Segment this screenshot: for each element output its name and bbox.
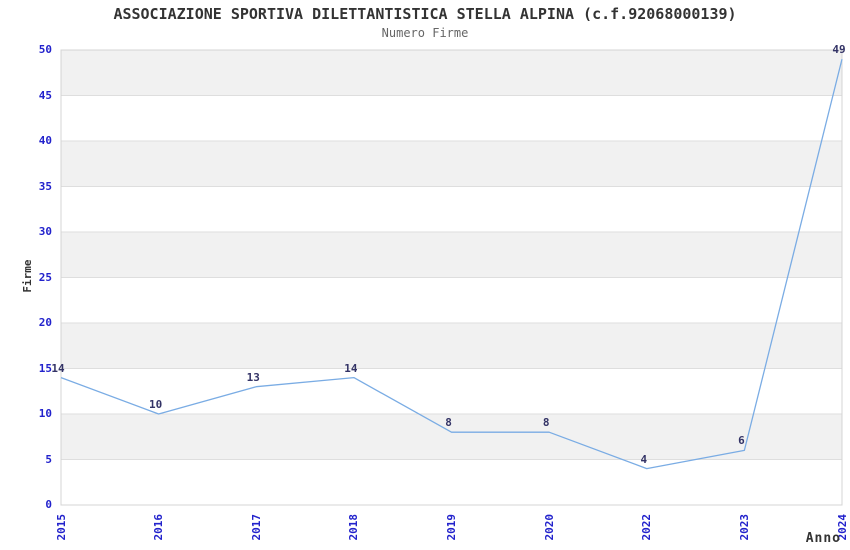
- y-tick-label: 15: [38, 361, 52, 375]
- data-line: [60, 58, 843, 470]
- x-tick-label: 2023: [737, 514, 751, 541]
- data-point-label: 10: [149, 398, 163, 411]
- x-tick-label: 2019: [445, 514, 458, 541]
- x-tick-label: 2015: [54, 514, 68, 541]
- grid-band: [61, 50, 842, 96]
- x-tick-label: 2017: [249, 514, 263, 541]
- y-tick-label: 5: [45, 452, 52, 466]
- y-tick-label: 20: [38, 316, 52, 329]
- y-tick-label: 0: [45, 498, 52, 511]
- y-tick-label: 50: [38, 43, 52, 56]
- y-tick-label: 30: [38, 225, 52, 238]
- x-tick-label: 2018: [347, 514, 361, 541]
- x-tick-label: 2016: [152, 514, 166, 541]
- data-point-label: 13: [246, 370, 260, 384]
- y-tick-label: 40: [38, 134, 52, 147]
- grid-band: [61, 232, 842, 278]
- y-tick-label: 25: [38, 270, 52, 284]
- grid-band: [61, 141, 842, 187]
- chart-title: ASSOCIAZIONE SPORTIVA DILETTANTISTICA ST…: [113, 5, 737, 23]
- data-point-label: 4: [640, 452, 648, 466]
- y-tick-label: 35: [38, 179, 52, 193]
- x-tick-label: 2020: [542, 514, 556, 541]
- data-point-label: 8: [445, 416, 452, 430]
- x-tick-label: 2022: [640, 514, 654, 541]
- data-point-label: 14: [51, 361, 65, 375]
- y-tick-label: 10: [38, 407, 52, 420]
- grid-band: [61, 323, 842, 369]
- grid-band: [61, 414, 842, 460]
- data-point-label: 8: [542, 416, 550, 430]
- chart-subtitle: Numero Firme: [381, 26, 469, 40]
- plot-border: [60, 49, 843, 506]
- data-point-label: 49: [832, 43, 846, 57]
- data-point-label: 14: [344, 361, 358, 375]
- y-tick-label: 45: [38, 88, 52, 102]
- x-axis-title: Anno: [805, 531, 841, 546]
- data-point-label: 6: [738, 434, 745, 448]
